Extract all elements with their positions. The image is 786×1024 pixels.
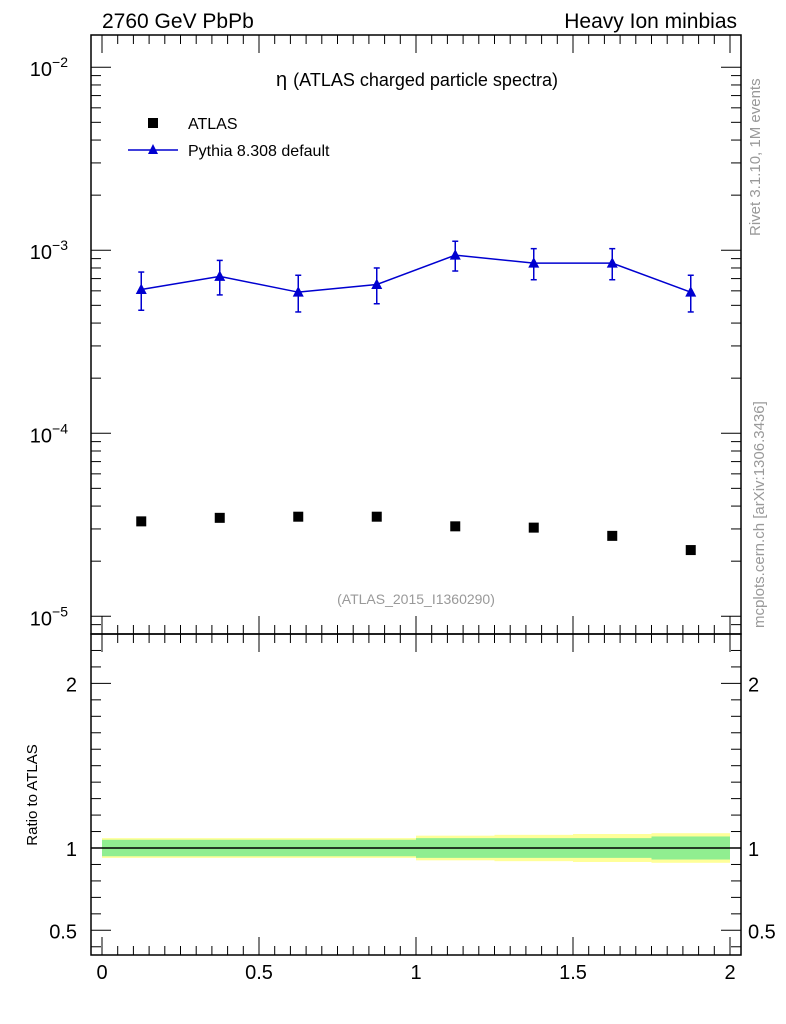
atlas-point (214, 512, 225, 523)
rivet-version-label: Rivet 3.1.10, 1M events (747, 78, 764, 236)
legend-pythia-label: Pythia 8.308 default (188, 143, 330, 160)
atlas-point (607, 530, 618, 541)
ratio-y-tick-label-right: 0.5 (748, 921, 776, 943)
atlas-series (136, 511, 696, 556)
pythia-point (135, 283, 147, 295)
pythia-point (685, 286, 697, 297)
analysis-id-label: (ATLAS_2015_I1360290) (337, 591, 495, 607)
main-y-axis: 10−510−410−310−2 (30, 54, 741, 635)
atlas-point (371, 511, 382, 522)
atlas-point (450, 521, 461, 532)
pythia-point (371, 278, 383, 289)
atlas-point (685, 545, 696, 556)
ratio-x-tick-label: 2 (724, 962, 735, 984)
atlas-point (528, 522, 539, 533)
mcplots-label: mcplots.cern.ch [arXiv:1306.3436] (751, 401, 768, 628)
main-y-tick-base: 10 (30, 242, 52, 264)
legend-pythia-marker (148, 144, 158, 154)
atlas-point (136, 516, 147, 527)
pythia-line (141, 254, 692, 293)
plot-title-symbol: η (276, 69, 287, 91)
legend-atlas-label: ATLAS (188, 116, 238, 133)
ratio-axes: 0.5 0.5 1 1 2 2 (49, 649, 776, 948)
ratio-x-tick-label: 0.5 (245, 962, 273, 984)
pythia-point (292, 286, 304, 297)
ratio-x-tick-label: 1.5 (559, 962, 587, 984)
ratio-plot-frame (90, 633, 742, 956)
ratio-y-tick-label-right: 2 (748, 674, 759, 696)
atlas-point (293, 511, 304, 522)
main-y-tick-label: 10−4 (30, 420, 68, 447)
main-y-tick-base: 10 (30, 59, 52, 81)
pythia-point (214, 270, 226, 281)
ratio-y-tick-label-left: 2 (66, 674, 77, 696)
main-y-tick-base: 10 (30, 425, 52, 447)
main-y-tick-label: 10−3 (30, 237, 68, 264)
main-y-tick-exponent: −4 (52, 420, 68, 436)
plot-title-text: (ATLAS charged particle spectra) (293, 70, 558, 90)
header-collision: 2760 GeV PbPb (102, 10, 254, 33)
main-y-tick-base: 10 (30, 608, 52, 630)
main-y-tick-exponent: −3 (52, 237, 68, 253)
legend-atlas-marker (148, 118, 158, 128)
ratio-y-tick-label-left: 0.5 (49, 921, 77, 943)
pythia-point (606, 257, 618, 268)
ratio-x-tick-label: 0 (96, 962, 107, 984)
main-y-tick-exponent: −2 (52, 54, 68, 70)
plot-title: η (ATLAS charged particle spectra) (276, 69, 558, 91)
ratio-y-tick-label-right: 1 (748, 839, 759, 861)
main-x-ticks (101, 35, 731, 634)
main-y-tick-label: 10−2 (30, 54, 68, 81)
main-y-tick-exponent: −5 (52, 603, 68, 619)
ratio-x-ticks: 0 0.5 1 1.5 2 (96, 634, 736, 984)
ratio-y-tick-label-left: 1 (66, 839, 77, 861)
header-process: Heavy Ion minbias (564, 10, 737, 33)
pythia-point (449, 249, 461, 260)
pythia-point (528, 257, 540, 268)
ratio-y-axis-label: Ratio to ATLAS (24, 744, 41, 845)
ratio-x-tick-label: 1 (410, 962, 421, 984)
main-y-tick-label: 10−5 (30, 603, 68, 630)
pythia-series (135, 240, 697, 313)
